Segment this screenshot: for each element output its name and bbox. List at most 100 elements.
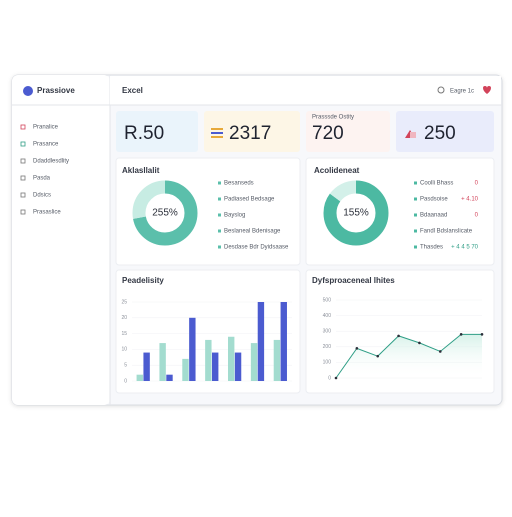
y-tick-label: 200 xyxy=(323,344,332,350)
legend-label: Beslaneal Bdenisage xyxy=(224,229,281,235)
legend-value: 0 xyxy=(475,181,479,187)
nav-item[interactable]: Pranalice xyxy=(33,125,59,131)
user-name[interactable]: Eagre 1c xyxy=(450,89,474,95)
nav-icon[interactable] xyxy=(20,192,26,198)
y-tick-label: 300 xyxy=(323,329,332,335)
donut-center: 255% xyxy=(152,208,178,219)
kpi-icon xyxy=(211,128,223,138)
y-tick-label: 20 xyxy=(121,315,127,321)
nav-item[interactable]: Ddsics xyxy=(33,193,51,199)
legend-label: Bayslog xyxy=(224,213,245,219)
line xyxy=(335,333,482,379)
line-point xyxy=(355,347,359,350)
topbar xyxy=(110,76,501,105)
bar xyxy=(273,339,281,381)
legend-swatch xyxy=(218,213,221,217)
nav-icon[interactable] xyxy=(20,209,26,215)
nav-icon[interactable] xyxy=(20,141,26,147)
y-tick-label: 0 xyxy=(124,378,127,384)
bar xyxy=(257,302,265,381)
legend-swatch xyxy=(414,197,417,201)
legend-value: 0 xyxy=(475,213,479,219)
legend-value: + 4 4 5 70 xyxy=(451,245,479,251)
y-tick-label: 5 xyxy=(124,363,127,369)
nav-icon[interactable] xyxy=(20,158,26,164)
legend-swatch xyxy=(218,245,221,249)
kpi-value: 720 xyxy=(312,123,344,144)
line-point xyxy=(459,333,463,336)
legend-label: Besanseds xyxy=(224,181,254,187)
bar xyxy=(280,302,287,381)
legend-label: Fandl Bdslanslicate xyxy=(420,229,473,235)
legend-label: Pasdsoise xyxy=(420,197,448,203)
legend-swatch xyxy=(414,245,417,249)
nav-item[interactable]: Ddaddlesdlity xyxy=(33,159,69,165)
search-icon[interactable] xyxy=(437,86,445,94)
bar xyxy=(205,339,212,381)
bar xyxy=(228,336,235,381)
bar xyxy=(166,374,173,381)
legend-swatch xyxy=(414,213,417,217)
kpi-label: Prasssde Ostity xyxy=(312,115,354,121)
kpi-value: 2317 xyxy=(229,123,271,144)
donut-center: 155% xyxy=(343,208,369,219)
kpi-card xyxy=(396,111,494,152)
legend-swatch xyxy=(218,197,221,201)
y-tick-label: 100 xyxy=(323,360,332,366)
nav-item[interactable]: Prasance xyxy=(33,142,59,148)
legend-label: Coolli Bhass xyxy=(420,181,453,187)
y-tick-label: 500 xyxy=(323,297,332,303)
legend-label: Bdaanaad xyxy=(420,213,447,219)
legend-label: Padiased Bedsage xyxy=(224,197,275,203)
nav-icon[interactable] xyxy=(20,124,26,130)
legend-swatch xyxy=(414,181,417,185)
logo-icon xyxy=(23,86,33,96)
kpi-value: R.50 xyxy=(124,123,164,144)
legend-value: + 4.10 xyxy=(461,197,479,203)
y-tick-label: 25 xyxy=(121,299,127,305)
panel-title: Aklasllalit xyxy=(122,166,160,175)
kpi-card xyxy=(204,111,300,152)
bar xyxy=(143,352,150,381)
y-tick-label: 15 xyxy=(121,331,127,337)
line-point xyxy=(334,376,338,380)
legend-label: Thasdes xyxy=(420,245,443,251)
bar xyxy=(250,343,258,381)
bar xyxy=(212,352,219,381)
line-point xyxy=(480,333,484,336)
donut-segment xyxy=(132,180,198,246)
y-tick-label: 10 xyxy=(121,347,127,353)
kpi-card xyxy=(116,111,198,152)
y-tick-label: 0 xyxy=(328,375,331,381)
bar xyxy=(159,343,166,381)
donut-segment xyxy=(323,180,389,246)
line-point xyxy=(397,334,400,338)
kpi-icon xyxy=(405,130,416,138)
kpi-card xyxy=(306,111,390,152)
y-tick-label: 400 xyxy=(323,313,332,319)
logo: Prassiove xyxy=(37,86,75,95)
kpi-value: 250 xyxy=(424,123,456,144)
panel-title: Dyfsproaceneal lhites xyxy=(312,276,395,285)
nav-item[interactable]: Prasaslice xyxy=(33,210,61,216)
legend-swatch xyxy=(414,229,417,233)
bar xyxy=(234,352,242,381)
sidebar xyxy=(12,75,110,405)
panel-title: Acolideneat xyxy=(314,166,360,175)
line-point xyxy=(376,354,380,358)
page-title: Excel xyxy=(122,86,143,95)
line-point xyxy=(438,350,442,353)
line-point xyxy=(418,341,421,345)
favorite-icon[interactable] xyxy=(483,86,491,94)
legend-swatch xyxy=(218,181,221,185)
panel-title: Peadelisity xyxy=(122,276,164,285)
bar xyxy=(182,358,189,381)
legend-label: Desdase Bdr Dyidsaase xyxy=(224,245,289,251)
nav-icon[interactable] xyxy=(20,175,26,181)
legend-swatch xyxy=(218,229,221,233)
nav-item[interactable]: Pasda xyxy=(33,176,51,182)
bar xyxy=(136,374,143,381)
line-area xyxy=(336,334,482,378)
